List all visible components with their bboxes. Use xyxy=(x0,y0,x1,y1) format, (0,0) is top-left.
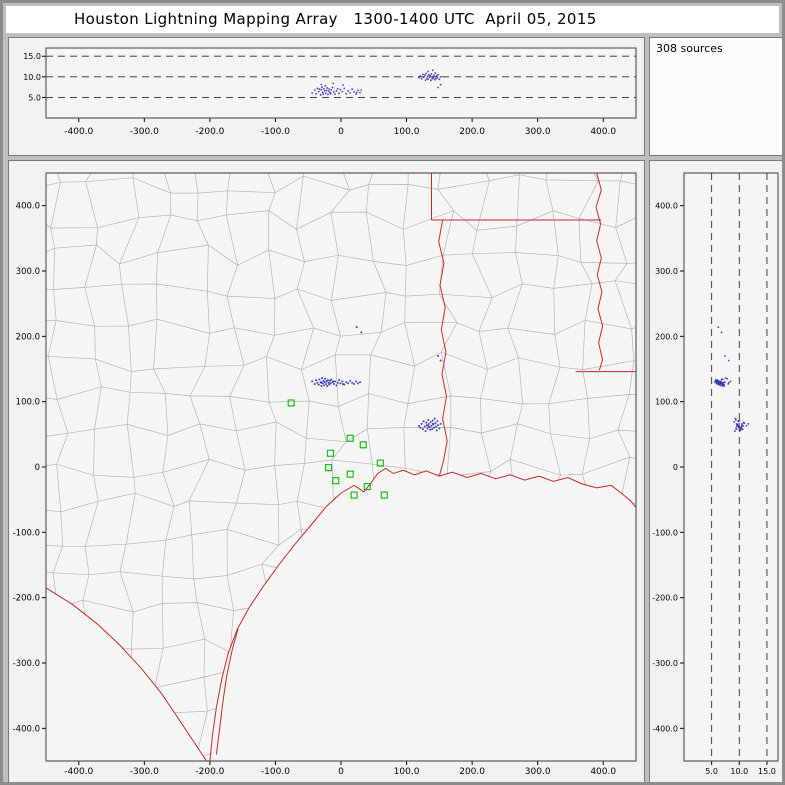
altitude-vs-eastwest-panel: 15.0 10.0 5.0 -400.0 -300.0 -200.0 -100.0 0 100.… xyxy=(8,37,645,156)
lma-station-marker xyxy=(287,399,295,407)
svg-text:10.0: 10.0 xyxy=(730,767,748,776)
svg-text:-100.0: -100.0 xyxy=(652,528,678,537)
dashed-gridlines xyxy=(711,173,768,761)
svg-text:-400.0: -400.0 xyxy=(64,767,93,777)
axis-ticks-and-labels: 15.0 10.0 5.0 -400.0 -300.0 -200.0 -100.0 0 100.… xyxy=(23,52,616,137)
svg-text:300.0: 300.0 xyxy=(655,267,678,276)
plot-alt_ns: 5.0 10.0 15.0 400.0 300.0 200.0 100.0 0 -100.0 -2… xyxy=(652,172,779,776)
plot-border xyxy=(45,47,637,119)
svg-text:-200.0: -200.0 xyxy=(652,594,678,603)
svg-text:5.0: 5.0 xyxy=(705,767,718,776)
svg-text:0: 0 xyxy=(338,767,344,777)
lma-station-marker xyxy=(346,470,354,478)
svg-text:-200.0: -200.0 xyxy=(13,594,40,604)
state-boundaries-coastline xyxy=(45,172,637,762)
source-count-panel: 308 sources xyxy=(649,37,782,156)
plot-map: -400.0 -300.0 -200.0 -100.0 0 100.0 200.0 300.0… xyxy=(13,172,637,777)
svg-text:100.0: 100.0 xyxy=(394,127,420,137)
svg-text:400.0: 400.0 xyxy=(590,127,616,137)
svg-text:-200.0: -200.0 xyxy=(195,767,224,777)
svg-text:200.0: 200.0 xyxy=(459,127,485,137)
svg-text:-400.0: -400.0 xyxy=(64,127,93,137)
svg-text:-300.0: -300.0 xyxy=(130,127,159,137)
altitude-vs-northsouth-panel: 5.0 10.0 15.0 400.0 300.0 200.0 100.0 0 -100.0 -2… xyxy=(649,160,782,782)
svg-text:-300.0: -300.0 xyxy=(13,659,40,669)
svg-text:-100.0: -100.0 xyxy=(261,127,290,137)
svg-text:400.0: 400.0 xyxy=(590,767,616,777)
plan-view-map-panel: -400.0 -300.0 -200.0 -100.0 0 100.0 200.0 300.0… xyxy=(8,160,645,782)
svg-text:100.0: 100.0 xyxy=(16,398,40,408)
svg-text:0: 0 xyxy=(338,127,344,137)
lma-station-marker xyxy=(380,491,388,499)
lma-stations-layer xyxy=(287,399,388,499)
svg-text:200.0: 200.0 xyxy=(655,332,678,341)
svg-text:-100.0: -100.0 xyxy=(261,767,290,777)
svg-text:-400.0: -400.0 xyxy=(652,724,678,733)
svg-text:100.0: 100.0 xyxy=(394,767,420,777)
dashed-gridlines xyxy=(46,55,636,98)
lma-station-marker xyxy=(359,441,367,449)
svg-text:-100.0: -100.0 xyxy=(13,528,40,538)
lma-station-marker xyxy=(326,449,335,457)
vhf-sources-layer xyxy=(311,69,442,96)
lma-station-marker xyxy=(363,483,371,491)
svg-text:-300.0: -300.0 xyxy=(652,659,678,668)
lma-station-marker xyxy=(324,464,333,472)
axis-ticks-and-labels: -400.0 -300.0 -200.0 -100.0 0 100.0 200.0 300.0… xyxy=(13,202,617,777)
lma-station-marker xyxy=(376,459,384,467)
source-count-label: 308 sources xyxy=(656,42,723,55)
lma-station-marker xyxy=(350,491,358,499)
lma-station-marker xyxy=(332,477,340,485)
svg-text:300.0: 300.0 xyxy=(16,267,40,277)
svg-text:400.0: 400.0 xyxy=(16,202,40,212)
plot-area xyxy=(684,173,778,761)
svg-text:0: 0 xyxy=(673,463,678,472)
plot-title: Houston Lightning Mapping Array 1300-140… xyxy=(6,6,779,33)
svg-text:15.0: 15.0 xyxy=(758,767,776,776)
svg-text:200.0: 200.0 xyxy=(459,767,485,777)
svg-text:100.0: 100.0 xyxy=(655,398,678,407)
svg-text:0: 0 xyxy=(35,463,40,473)
plot-area xyxy=(46,48,636,118)
svg-text:400.0: 400.0 xyxy=(655,202,678,211)
vhf-sources-layer xyxy=(311,326,442,433)
svg-text:-400.0: -400.0 xyxy=(13,724,40,734)
svg-text:300.0: 300.0 xyxy=(525,767,551,777)
axis-ticks-and-labels: 5.0 10.0 15.0 400.0 300.0 200.0 100.0 0 -100.0 -2… xyxy=(652,202,776,776)
lma-station-marker xyxy=(346,434,354,442)
svg-text:15.0: 15.0 xyxy=(23,52,41,61)
svg-text:300.0: 300.0 xyxy=(525,127,551,137)
svg-text:10.0: 10.0 xyxy=(23,73,41,82)
svg-text:-300.0: -300.0 xyxy=(130,767,159,777)
svg-text:5.0: 5.0 xyxy=(28,93,41,102)
plot-border xyxy=(683,172,779,762)
plot-area xyxy=(46,173,636,761)
svg-text:200.0: 200.0 xyxy=(16,332,40,342)
vhf-sources-layer xyxy=(714,326,750,432)
plot-ew_alt: 15.0 10.0 5.0 -400.0 -300.0 -200.0 -100.0 0 100.… xyxy=(23,47,637,137)
plot-border xyxy=(45,172,637,762)
svg-text:-200.0: -200.0 xyxy=(195,127,224,137)
